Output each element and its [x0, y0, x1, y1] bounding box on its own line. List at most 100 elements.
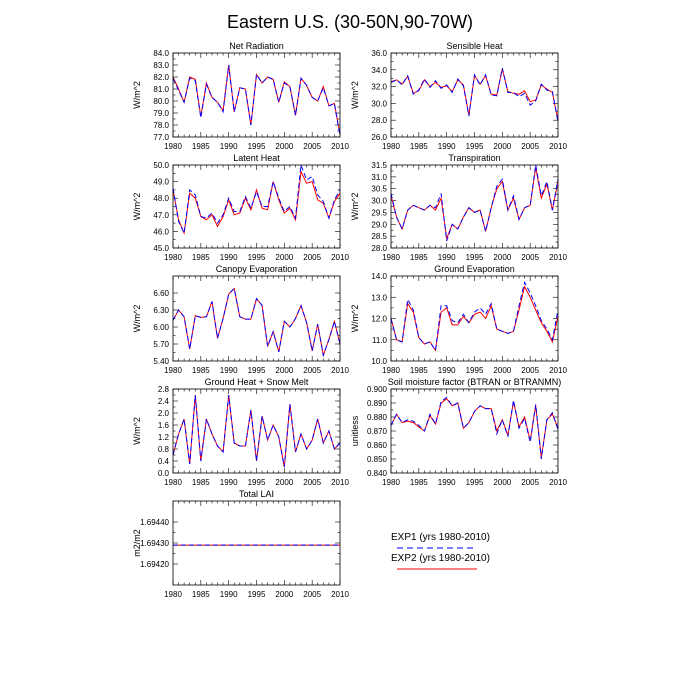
p8-ytick-label: 1.69440 [140, 518, 169, 527]
p0-ytick-label: 77.0 [153, 133, 169, 142]
p2-ytick-label: 49.0 [153, 178, 169, 187]
p0-series-exp1 [172, 64, 341, 136]
p0-ytick-label: 83.0 [153, 61, 169, 70]
p3-xtick-label: 1985 [410, 253, 428, 262]
p5-series-exp2 [390, 285, 559, 352]
p6-ytick-label: 0.4 [158, 457, 170, 466]
p6-xtick-label: 1990 [220, 478, 238, 487]
p2-series-exp2 [172, 169, 341, 235]
p3-ytick-label: 28.5 [371, 232, 387, 241]
p3-ytick-label: 30.5 [371, 185, 387, 194]
p1-series-exp1 [390, 67, 559, 122]
panel-soil-moisture-factor: Soil moisture factor (BTRAN or BTRANMN) u… [350, 377, 567, 487]
p4-ytick-label: 6.00 [153, 323, 169, 332]
p8-xtick-label: 1985 [192, 590, 210, 599]
panel-transpiration: Transpiration W/m^2 1980 1985 1990 1995 2000 20… [350, 153, 567, 262]
p2-title: Latent Heat [233, 153, 280, 163]
p0-ytick-label: 79.0 [153, 109, 169, 118]
p3-xtick-label: 1990 [438, 253, 456, 262]
p5-ytick-label: 14.0 [371, 272, 387, 281]
figure-title: Eastern U.S. (30-50N,90-70W) [227, 12, 473, 32]
p0-xtick-label: 1985 [192, 142, 210, 151]
p6-title: Ground Heat + Snow Melt [205, 377, 309, 387]
p6-xtick-label: 1985 [192, 478, 210, 487]
p7-ylabel: unitless [350, 415, 360, 446]
p3-title: Transpiration [448, 153, 500, 163]
p8-ytick-label: 1.69420 [140, 560, 169, 569]
p3-xtick-label: 1980 [382, 253, 400, 262]
p8-xtick-label: 2000 [275, 590, 293, 599]
p6-xtick-label: 2000 [275, 478, 293, 487]
p4-xtick-label: 2005 [303, 366, 321, 375]
p5-xtick-label: 1985 [410, 366, 428, 375]
panel-canopy-evaporation: Canopy Evaporation W/m^2 1980 1985 1990 1995 2… [132, 264, 349, 375]
p3-ytick-label: 29.0 [371, 220, 387, 229]
p6-xtick-label: 1995 [248, 478, 266, 487]
p3-ytick-label: 28.0 [371, 244, 387, 253]
p7-ytick-label: 0.860 [367, 441, 388, 450]
p2-ytick-label: 48.0 [153, 194, 169, 203]
p5-frame [390, 275, 559, 362]
p5-ytick-label: 12.0 [371, 315, 387, 324]
p0-xtick-label: 1990 [220, 142, 238, 151]
p2-ytick-label: 50.0 [153, 161, 169, 170]
p7-title: Soil moisture factor (BTRAN or BTRANMN) [388, 377, 562, 387]
p0-title: Net Radiation [229, 41, 284, 51]
p8-xtick-label: 2005 [303, 590, 321, 599]
p6-frame [172, 388, 341, 474]
p7-xtick-label: 1985 [410, 478, 428, 487]
p0-ytick-label: 81.0 [153, 85, 169, 94]
p4-ytick-label: 6.60 [153, 289, 169, 298]
p8-xtick-label: 1995 [248, 590, 266, 599]
p3-xtick-label: 2010 [549, 253, 567, 262]
p3-series-exp2 [390, 167, 559, 241]
panel-ground-heat-snow-melt: Ground Heat + Snow Melt W/m^2 1980 1985 1990… [132, 377, 349, 487]
p1-xtick-label: 2000 [493, 142, 511, 151]
p3-xtick-label: 2000 [493, 253, 511, 262]
p8-xtick-label: 2010 [331, 590, 349, 599]
p1-title: Sensible Heat [446, 41, 503, 51]
legend-label-exp2: EXP2 (yrs 1980-2010) [391, 553, 490, 564]
p1-xtick-label: 2005 [521, 142, 539, 151]
p1-xtick-label: 1990 [438, 142, 456, 151]
p7-ytick-label: 0.870 [367, 427, 388, 436]
p2-ytick-label: 45.0 [153, 244, 169, 253]
p7-ytick-label: 0.880 [367, 413, 388, 422]
p2-xtick-label: 1990 [220, 253, 238, 262]
p5-xtick-label: 1980 [382, 366, 400, 375]
p2-xtick-label: 2000 [275, 253, 293, 262]
p8-ylabel: m2/m2 [132, 529, 142, 557]
panel-net-radiation: Net Radiation W/m^2 1980 1985 1990 1995 2000 20… [132, 41, 349, 151]
p1-frame [390, 52, 559, 138]
p2-xtick-label: 2010 [331, 253, 349, 262]
p6-ytick-label: 0.8 [158, 445, 170, 454]
p4-xtick-label: 1995 [248, 366, 266, 375]
p0-ytick-label: 82.0 [153, 73, 169, 82]
p2-xtick-label: 2005 [303, 253, 321, 262]
p2-ylabel: W/m^2 [132, 193, 142, 221]
panel-ground-evaporation: Ground Evaporation W/m^2 1980 1985 1990 1995 2… [350, 264, 567, 375]
p4-xtick-label: 1990 [220, 366, 238, 375]
p5-xtick-label: 1995 [466, 366, 484, 375]
p1-ytick-label: 30.0 [371, 99, 387, 108]
p4-title: Canopy Evaporation [216, 264, 298, 274]
p5-xtick-label: 2005 [521, 366, 539, 375]
p7-xtick-label: 1995 [466, 478, 484, 487]
p4-xtick-label: 1985 [192, 366, 210, 375]
p5-xtick-label: 2000 [493, 366, 511, 375]
p1-ylabel: W/m^2 [350, 81, 360, 109]
p1-xtick-label: 1985 [410, 142, 428, 151]
p6-ylabel: W/m^2 [132, 417, 142, 445]
p2-xtick-label: 1995 [248, 253, 266, 262]
p8-ytick-label: 1.69430 [140, 539, 169, 548]
p6-ytick-label: 2.4 [158, 397, 170, 406]
p6-ytick-label: 0.0 [158, 469, 170, 478]
p2-ytick-label: 46.0 [153, 227, 169, 236]
p1-ytick-label: 26.0 [371, 133, 387, 142]
p3-ytick-label: 31.5 [371, 161, 387, 170]
p3-ytick-label: 30.0 [371, 197, 387, 206]
p5-ytick-label: 11.0 [372, 336, 388, 345]
p1-xtick-label: 2010 [549, 142, 567, 151]
legend-label-exp1: EXP1 (yrs 1980-2010) [391, 532, 490, 543]
